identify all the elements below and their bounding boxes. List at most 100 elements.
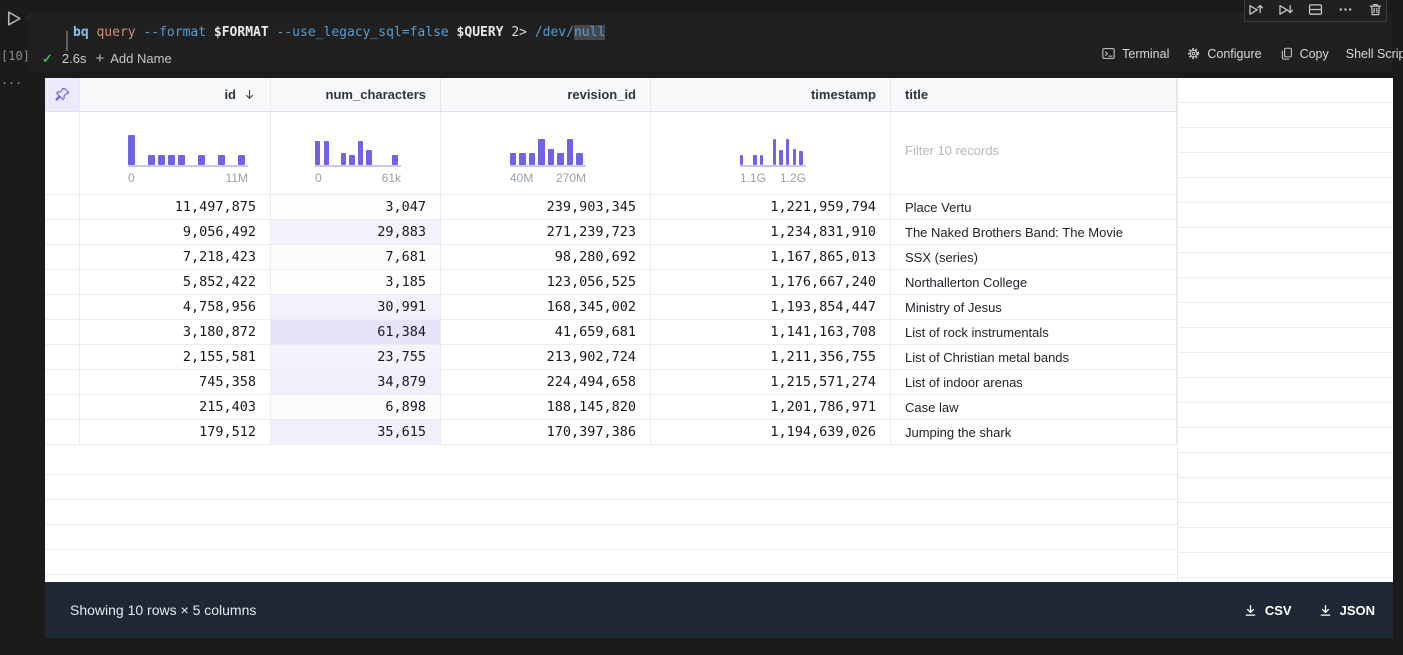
shell-script-button[interactable]: Shell Script (1346, 47, 1403, 61)
table-cell-revision_id[interactable]: 271,239,723 (441, 220, 651, 244)
table-cell-revision_id[interactable]: 98,280,692 (441, 245, 651, 269)
row-marker-cell[interactable] (45, 270, 80, 294)
data-grid: id num_characters revision_id timestamp titl… (45, 78, 1177, 445)
table-cell-id[interactable]: 179,512 (80, 420, 271, 444)
table-cell-timestamp[interactable]: 1,176,667,240 (651, 270, 891, 294)
column-header-id[interactable]: id (80, 78, 271, 111)
histogram-num_characters[interactable]: 0 61k (315, 135, 401, 185)
table-cell-timestamp[interactable]: 1,201,786,971 (651, 395, 891, 419)
table-cell-timestamp[interactable]: 1,221,959,794 (651, 195, 891, 219)
table-cell-num_characters[interactable]: 35,615 (271, 420, 441, 444)
table-cell-revision_id[interactable]: 239,903,345 (441, 195, 651, 219)
table-cell-timestamp[interactable]: 1,193,854,447 (651, 295, 891, 319)
table-cell-num_characters[interactable]: 30,991 (271, 295, 441, 319)
table-cell-id[interactable]: 5,852,422 (80, 270, 271, 294)
table-cell-timestamp[interactable]: 1,141,163,708 (651, 320, 891, 344)
download-csv-button[interactable]: CSV (1243, 603, 1292, 618)
table-cell-title[interactable]: Case law (891, 395, 1177, 419)
column-header-title[interactable]: title (891, 78, 1177, 111)
row-marker-cell[interactable] (45, 370, 80, 394)
table-cell-num_characters[interactable]: 34,879 (271, 370, 441, 394)
sort-desc-icon[interactable] (243, 88, 256, 101)
row-marker-cell[interactable] (45, 245, 80, 269)
column-header-revision_id[interactable]: revision_id (441, 78, 651, 111)
histogram-bar (557, 153, 564, 165)
table-cell-title[interactable]: List of Christian metal bands (891, 345, 1177, 369)
more-options-button[interactable] (1337, 1, 1354, 18)
command-token (527, 25, 535, 40)
table-cell-num_characters[interactable]: 29,883 (271, 220, 441, 244)
copy-button[interactable]: Copy (1279, 46, 1329, 61)
table-cell-num_characters[interactable]: 23,755 (271, 345, 441, 369)
gear-icon (1188, 47, 1200, 60)
table-cell-revision_id[interactable]: 41,659,681 (441, 320, 651, 344)
download-json-button[interactable]: JSON (1318, 603, 1375, 618)
command-token: $QUERY (456, 25, 504, 40)
pin-column-header[interactable] (45, 78, 80, 111)
table-cell-id[interactable]: 3,180,872 (80, 320, 271, 344)
column-header-timestamp[interactable]: timestamp (651, 78, 891, 111)
table-cell-timestamp[interactable]: 1,194,639,026 (651, 420, 891, 444)
histogram-bar (349, 155, 355, 165)
table-cell-title[interactable]: Northallerton College (891, 270, 1177, 294)
table-cell-num_characters[interactable]: 3,047 (271, 195, 441, 219)
table-cell-id[interactable]: 9,056,492 (80, 220, 271, 244)
table-cell-num_characters[interactable]: 3,185 (271, 270, 441, 294)
command-text[interactable]: bq query --format $FORMAT --use_legacy_s… (73, 21, 606, 45)
configure-button[interactable]: Configure (1186, 46, 1262, 61)
play-icon[interactable] (4, 9, 23, 28)
histogram-timestamp[interactable]: 1.1G 1.2G (740, 135, 806, 185)
table-cell-title[interactable]: The Naked Brothers Band: The Movie (891, 220, 1177, 244)
table-cell-id[interactable]: 215,403 (80, 395, 271, 419)
table-cell-num_characters[interactable]: 6,898 (271, 395, 441, 419)
split-cell-button[interactable] (1307, 1, 1324, 18)
table-row: 11,497,875 3,047 239,903,345 1,221,959,794 P… (45, 195, 1177, 220)
result-footer: Showing 10 rows × 5 columns CSV JSON (45, 582, 1393, 638)
command-line[interactable]: bq query --format $FORMAT --use_legacy_s… (28, 21, 1392, 51)
cell-more-options[interactable]: ··· (2, 74, 23, 91)
table-cell-id[interactable]: 745,358 (80, 370, 271, 394)
table-cell-timestamp[interactable]: 1,211,356,755 (651, 345, 891, 369)
add-name-button[interactable]: + Add Name (95, 50, 171, 67)
table-cell-title[interactable]: SSX (series) (891, 245, 1177, 269)
run-below-button[interactable] (1277, 1, 1294, 18)
table-cell-revision_id[interactable]: 123,056,525 (441, 270, 651, 294)
table-cell-revision_id[interactable]: 224,494,658 (441, 370, 651, 394)
table-cell-id[interactable]: 2,155,581 (80, 345, 271, 369)
table-cell-timestamp[interactable]: 1,167,865,013 (651, 245, 891, 269)
table-cell-id[interactable]: 4,758,956 (80, 295, 271, 319)
row-marker-cell[interactable] (45, 345, 80, 369)
terminal-button[interactable]: Terminal (1101, 46, 1169, 61)
row-marker-cell[interactable] (45, 295, 80, 319)
table-cell-title[interactable]: Jumping the shark (891, 420, 1177, 444)
table-row: 7,218,423 7,681 98,280,692 1,167,865,013 SSX… (45, 245, 1177, 270)
row-marker-cell[interactable] (45, 320, 80, 344)
histogram-range-labels: 0 61k (315, 171, 401, 185)
title-filter-input[interactable] (905, 143, 1145, 158)
row-marker-cell[interactable] (45, 420, 80, 444)
row-marker-cell[interactable] (45, 395, 80, 419)
delete-cell-button[interactable] (1367, 1, 1384, 18)
table-cell-title[interactable]: Place Vertu (891, 195, 1177, 219)
row-marker-cell[interactable] (45, 195, 80, 219)
table-cell-revision_id[interactable]: 168,345,002 (441, 295, 651, 319)
row-marker-cell[interactable] (45, 220, 80, 244)
table-cell-revision_id[interactable]: 170,397,386 (441, 420, 651, 444)
table-cell-revision_id[interactable]: 188,145,820 (441, 395, 651, 419)
table-cell-num_characters[interactable]: 7,681 (271, 245, 441, 269)
table-cell-title[interactable]: List of rock instrumentals (891, 320, 1177, 344)
table-cell-id[interactable]: 7,218,423 (80, 245, 271, 269)
column-header-num_characters[interactable]: num_characters (271, 78, 441, 111)
table-cell-id[interactable]: 11,497,875 (80, 195, 271, 219)
table-cell-timestamp[interactable]: 1,234,831,910 (651, 220, 891, 244)
table-cell-timestamp[interactable]: 1,215,571,274 (651, 370, 891, 394)
histogram-id[interactable]: 0 11M (128, 135, 248, 185)
histogram-bar (753, 155, 757, 165)
table-cell-revision_id[interactable]: 213,902,724 (441, 345, 651, 369)
csv-label: CSV (1264, 602, 1292, 618)
histogram-revision_id[interactable]: 40M 270M (510, 135, 586, 185)
table-cell-title[interactable]: List of indoor arenas (891, 370, 1177, 394)
run-above-button[interactable] (1247, 1, 1264, 18)
table-cell-num_characters[interactable]: 61,384 (271, 320, 441, 344)
table-cell-title[interactable]: Ministry of Jesus (891, 295, 1177, 319)
